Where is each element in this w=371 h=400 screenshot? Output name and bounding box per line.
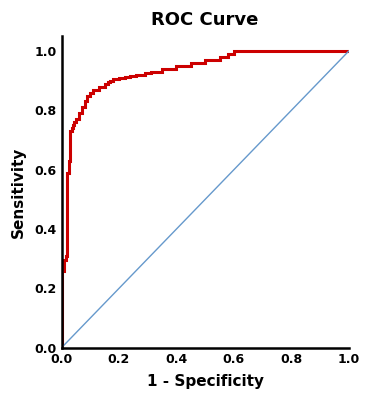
Title: ROC Curve: ROC Curve <box>151 11 259 29</box>
Y-axis label: Sensitivity: Sensitivity <box>11 146 26 238</box>
X-axis label: 1 - Specificity: 1 - Specificity <box>147 374 264 389</box>
